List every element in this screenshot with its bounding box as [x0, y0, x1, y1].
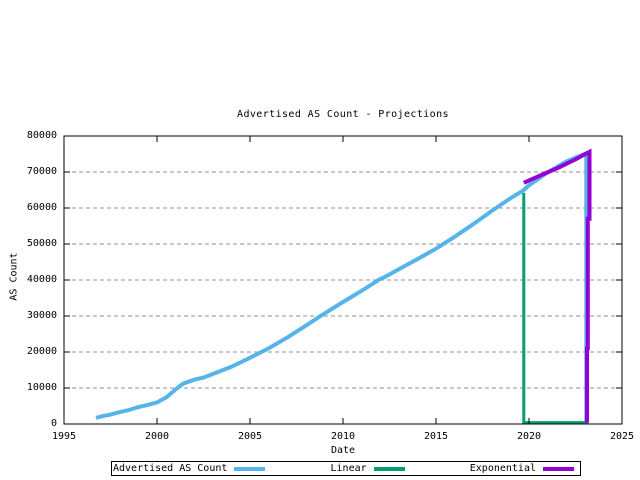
x-tick-label: 1995 — [51, 431, 77, 442]
y-tick-label: 70000 — [26, 166, 57, 177]
x-tick-label: 2025 — [609, 431, 635, 442]
series-line-advertised-as-count — [95, 150, 589, 423]
series-line-linear — [522, 192, 589, 425]
y-tick-label: 40000 — [26, 274, 57, 285]
y-tick-label: 20000 — [26, 346, 57, 357]
legend-label: Linear — [330, 463, 367, 474]
legend: Advertised AS Count Linear Exponential — [111, 461, 581, 476]
y-tick-label: 50000 — [26, 238, 57, 249]
y-tick-label: 0 — [50, 418, 57, 429]
legend-label: Advertised AS Count — [113, 463, 228, 474]
legend-swatch-advertised-as-count — [234, 466, 266, 471]
y-tick-label: 80000 — [26, 130, 57, 141]
legend-item-linear: Linear — [331, 463, 405, 474]
x-tick-label: 2000 — [144, 431, 170, 442]
legend-label: Exponential — [469, 463, 536, 474]
y-tick-label: 10000 — [26, 382, 57, 393]
legend-swatch-exponential — [543, 466, 574, 471]
x-tick-label: 2020 — [516, 431, 542, 442]
x-tick-label: 2015 — [423, 431, 449, 442]
series-line-exponential — [522, 148, 592, 423]
y-tick-label: 30000 — [26, 310, 57, 321]
y-tick-label: 60000 — [26, 202, 57, 213]
x-tick-label: 2010 — [330, 431, 356, 442]
x-axis-label: Date — [330, 445, 356, 456]
legend-item-exponential: Exponential — [470, 463, 574, 474]
chart-title: Advertised AS Count - Projections — [237, 109, 449, 120]
legend-item-advertised-as-count: Advertised AS Count — [113, 463, 266, 474]
legend-swatch-linear — [373, 466, 405, 471]
x-tick-label: 2005 — [237, 431, 263, 442]
